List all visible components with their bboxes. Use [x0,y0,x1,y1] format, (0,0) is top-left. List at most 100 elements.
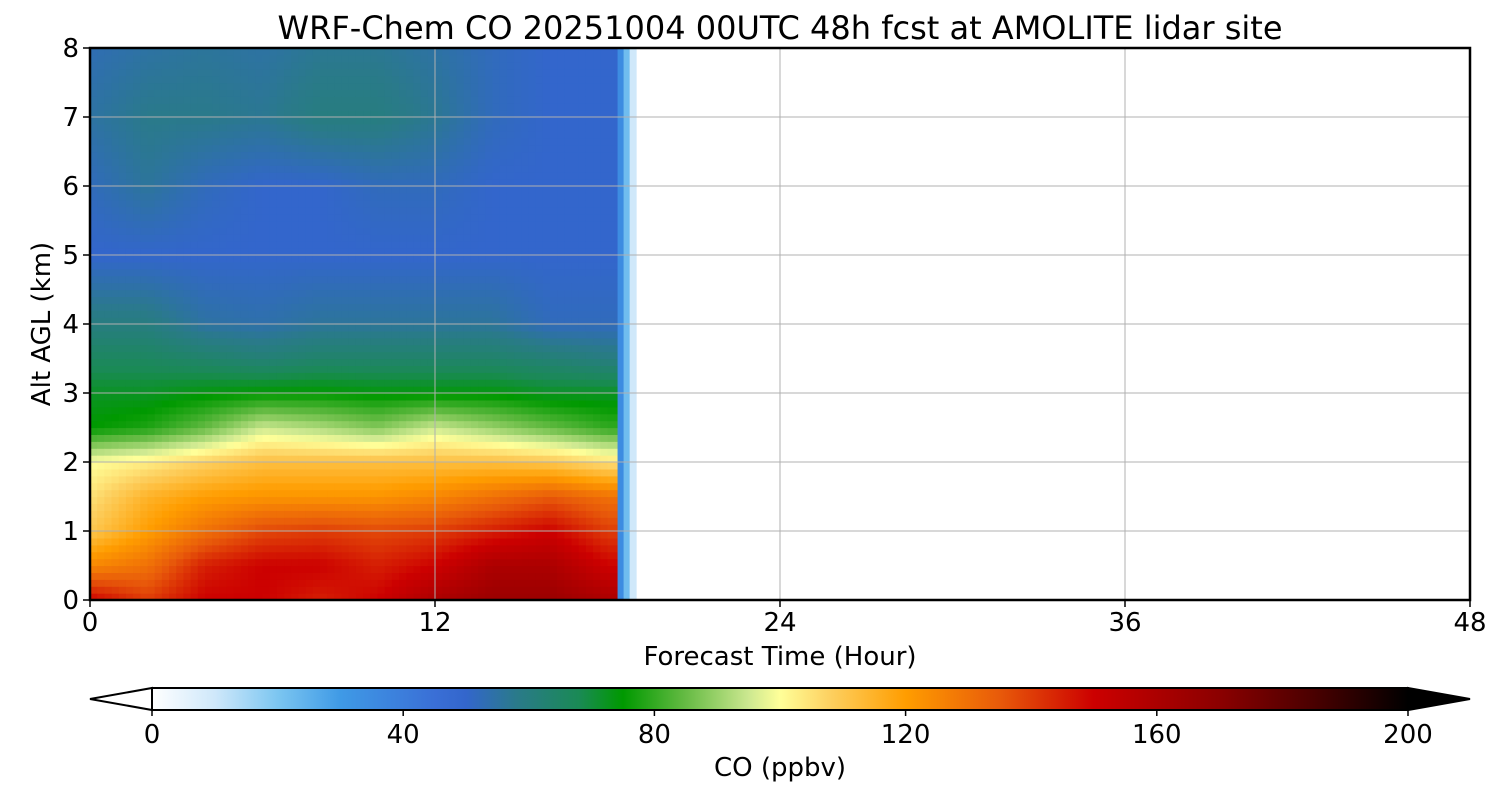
heat-cell [197,537,206,546]
heat-cell [363,586,371,594]
heat-cell [219,317,228,325]
heat-cell [463,558,472,567]
heat-cell [391,144,400,153]
heat-cell [298,399,307,408]
heat-cell [427,558,436,567]
heat-cell [521,61,530,70]
heat-cell [312,475,321,484]
heat-cell [262,558,271,567]
heat-cell [118,227,127,235]
heat-cell [327,192,335,201]
heat-cell [506,96,515,104]
heat-cell [456,462,465,470]
heat-cell [514,510,522,518]
heat-cell [312,268,321,277]
heat-cell [133,206,141,215]
heat-cell [492,227,501,235]
heat-cell [506,462,515,470]
heat-cell [125,475,134,484]
heat-cell [298,75,307,84]
heat-cell [499,130,508,139]
heat-cell [492,586,501,594]
heat-cell [470,537,479,546]
heat-cell [226,337,235,346]
heat-cell [219,54,228,63]
heat-cell [154,137,163,146]
heat-cell [470,248,479,256]
heat-cell [377,420,386,429]
heat-cell [528,448,537,456]
heat-cell [442,462,450,470]
heat-cell [269,261,278,270]
heat-cell [212,579,220,587]
heat-cell [478,448,486,456]
heat-cell [248,558,256,567]
heat-cell [111,296,120,304]
heat-cell [492,241,501,249]
heat-cell [320,358,328,366]
heat-cell [528,82,537,90]
heat-cell [176,517,185,525]
heat-cell [276,448,285,456]
heat-cell [190,337,199,346]
heat-cell [363,151,371,159]
heat-cell [528,517,537,525]
heat-cell [485,324,494,332]
heat-cell [406,551,415,560]
heat-cell [363,282,371,291]
heat-cell [370,186,379,194]
heat-cell [219,468,228,477]
heat-cell [363,206,371,215]
heat-cell [427,268,436,277]
heat-cell [111,593,120,600]
heat-cell [341,351,350,360]
heat-cell [305,179,314,187]
heat-cell [334,503,343,511]
heat-cell [212,572,220,580]
heat-cell [312,413,321,422]
heat-cell [133,96,141,104]
heat-cell [391,399,400,408]
heat-cell [427,544,436,553]
heat-cell [370,206,379,215]
heat-cell [442,144,450,153]
heat-cell [104,524,113,532]
heat-cell [499,268,508,277]
heat-cell [284,448,292,456]
heat-cell [442,110,450,118]
heat-cell [305,172,314,180]
heat-cell [377,268,386,277]
heat-cell [427,503,436,511]
heat-cell [183,579,192,587]
heat-cell [212,586,220,594]
heat-cell [528,579,537,587]
heat-cell [219,372,228,380]
heat-cell [320,448,328,456]
heat-cell [205,544,213,553]
heat-cell [399,68,407,77]
heat-cell [478,68,486,77]
heat-cell [341,434,350,442]
heat-cell [226,220,235,228]
heat-cell [435,234,443,242]
heat-cell [140,220,149,228]
heat-cell [262,255,271,263]
heat-cell [125,489,134,498]
heat-cell [470,524,479,532]
heat-cell [147,330,156,339]
heat-cell [470,358,479,366]
heat-cell [492,544,501,553]
heat-cell [391,379,400,387]
heat-cell [435,386,443,394]
heat-cell [169,441,177,449]
heat-cell [205,255,213,263]
heat-cell [284,82,292,90]
heat-cell [197,282,206,291]
heat-cell [248,324,256,332]
heat-cell [435,248,443,256]
heat-cell [427,441,436,449]
heat-cell [470,544,479,553]
heat-cell [190,310,199,318]
heat-cell [514,310,522,318]
heat-cell [190,579,199,587]
